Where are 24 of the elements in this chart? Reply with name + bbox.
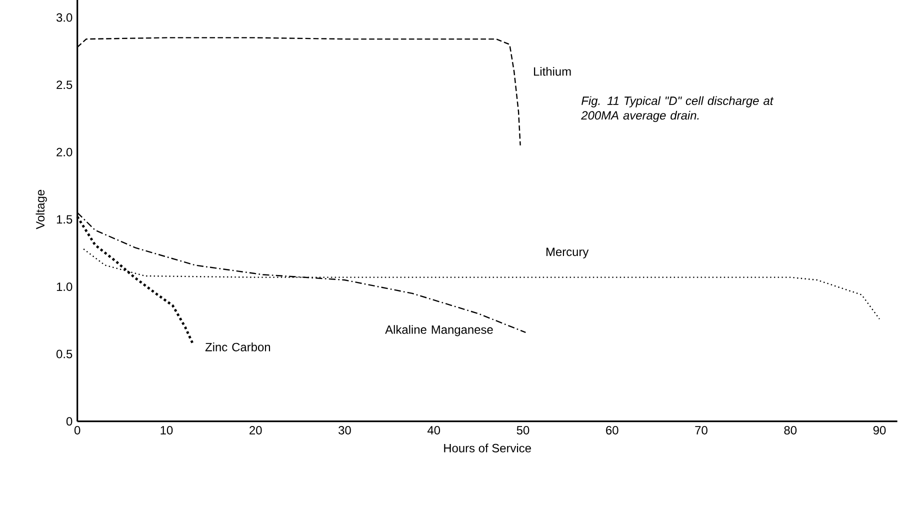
x-tick-label: 60	[606, 426, 618, 435]
x-tick-label: 50	[516, 426, 530, 435]
y-tick-label: 2.0	[56, 148, 72, 157]
x-tick-label: 10	[160, 426, 173, 435]
y-axis-title: Voltage	[36, 190, 47, 230]
x-tick-label: 70	[695, 426, 708, 435]
y-tick-label: 2.5	[56, 80, 72, 90]
series-label: Lithium	[534, 67, 571, 76]
x-tick-label: 30	[338, 426, 351, 435]
y-tick-label: 1.0	[56, 282, 72, 292]
series-label: Alkaline Manganese	[385, 325, 493, 336]
annotation: Fig. 11 Typical "D" cell discharge at 200MA average drain.	[581, 96, 774, 122]
y-tick-label: 0.5	[56, 350, 72, 358]
y-tick-label: 3.0	[56, 13, 72, 22]
x-axis-title: Hours of Service	[444, 444, 531, 453]
x-tick-label: 0	[74, 426, 80, 435]
x-tick-label: 20	[250, 426, 262, 435]
y-tick-label: 1.5	[56, 215, 72, 224]
series-label: Zinc Carbon	[205, 342, 270, 352]
x-tick-label: 80	[784, 426, 797, 435]
series-label: Mercury	[546, 248, 589, 259]
y-tick-label: 0	[66, 417, 72, 426]
x-tick-label: 90	[873, 426, 886, 435]
x-tick-label: 40	[427, 426, 440, 435]
